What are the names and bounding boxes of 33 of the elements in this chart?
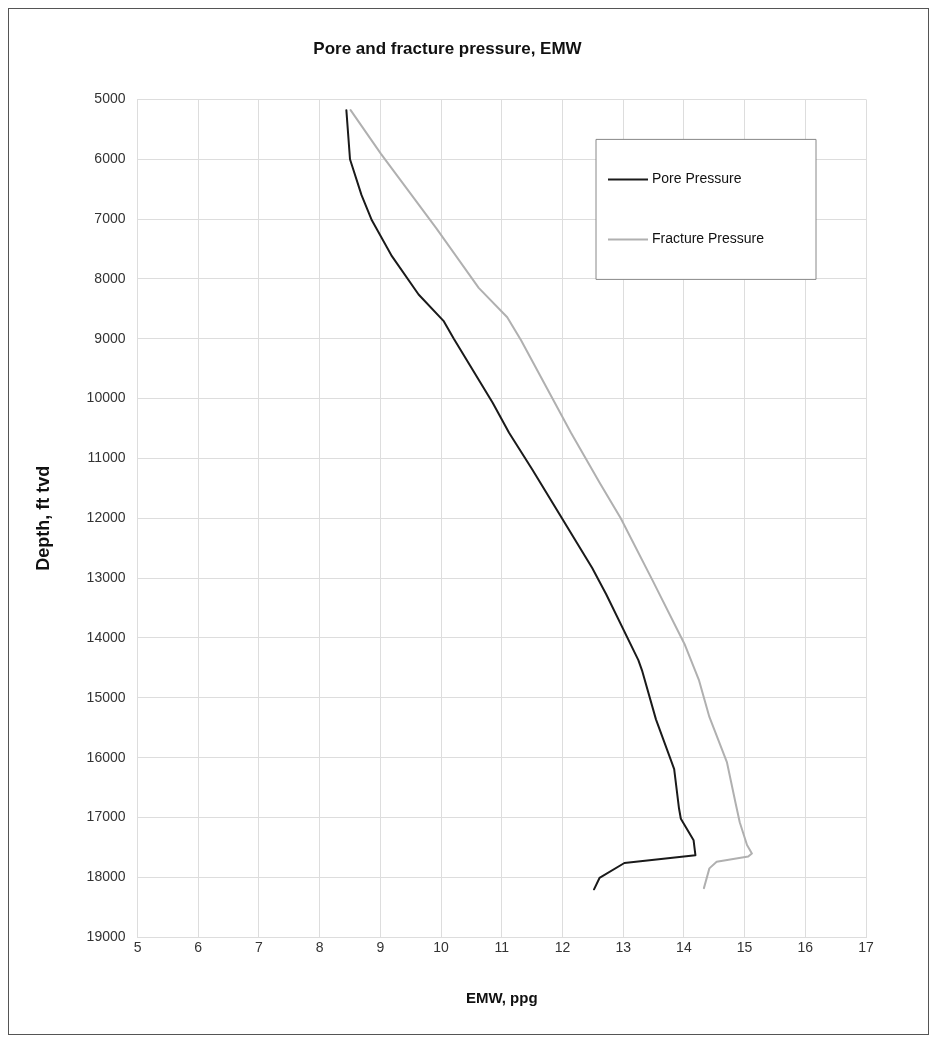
y-tick-label: 13000 <box>86 569 126 585</box>
x-tick-label: 10 <box>433 939 450 956</box>
y-tick-label: 18000 <box>86 868 126 885</box>
legend-label: Fracture Pressure <box>652 230 765 247</box>
x-tick-label: 11 <box>494 939 510 956</box>
x-tick-label: 7 <box>255 939 264 956</box>
x-tick-label: 14 <box>676 939 692 956</box>
y-tick-label: 14000 <box>86 628 126 645</box>
y-tick-label: 8000 <box>94 269 126 286</box>
y-tick-label: 6000 <box>94 150 126 167</box>
y-axis-title: Depth, ft tvd <box>32 465 53 571</box>
x-tick-label: 5 <box>133 939 142 956</box>
y-tick-label: 9000 <box>94 329 126 346</box>
x-tick-label: 6 <box>194 939 203 956</box>
x-tick-label: 13 <box>615 939 632 956</box>
x-tick-label: 12 <box>554 939 571 956</box>
chart-title: Pore and fracture pressure, EMW <box>313 38 583 58</box>
y-tick-label: 7000 <box>94 209 126 226</box>
x-tick-label: 15 <box>736 939 753 956</box>
y-tick-label: 17000 <box>86 808 126 825</box>
x-tick-label: 8 <box>315 939 324 956</box>
x-axis-title: EMW, ppg <box>465 989 538 1007</box>
x-tick-label: 9 <box>376 939 385 956</box>
y-tick-label: 5000 <box>94 90 126 107</box>
y-tick-label: 16000 <box>86 748 126 765</box>
y-tick-label: 11000 <box>87 449 126 466</box>
y-tick-label: 12000 <box>86 509 126 526</box>
legend-label: Pore Pressure <box>652 170 742 187</box>
x-tick-label: 16 <box>797 939 814 956</box>
x-tick-label: 17 <box>858 939 874 956</box>
y-tick-label: 19000 <box>86 928 126 945</box>
y-tick-label: 10000 <box>86 389 126 406</box>
y-tick-label: 15000 <box>86 688 126 705</box>
